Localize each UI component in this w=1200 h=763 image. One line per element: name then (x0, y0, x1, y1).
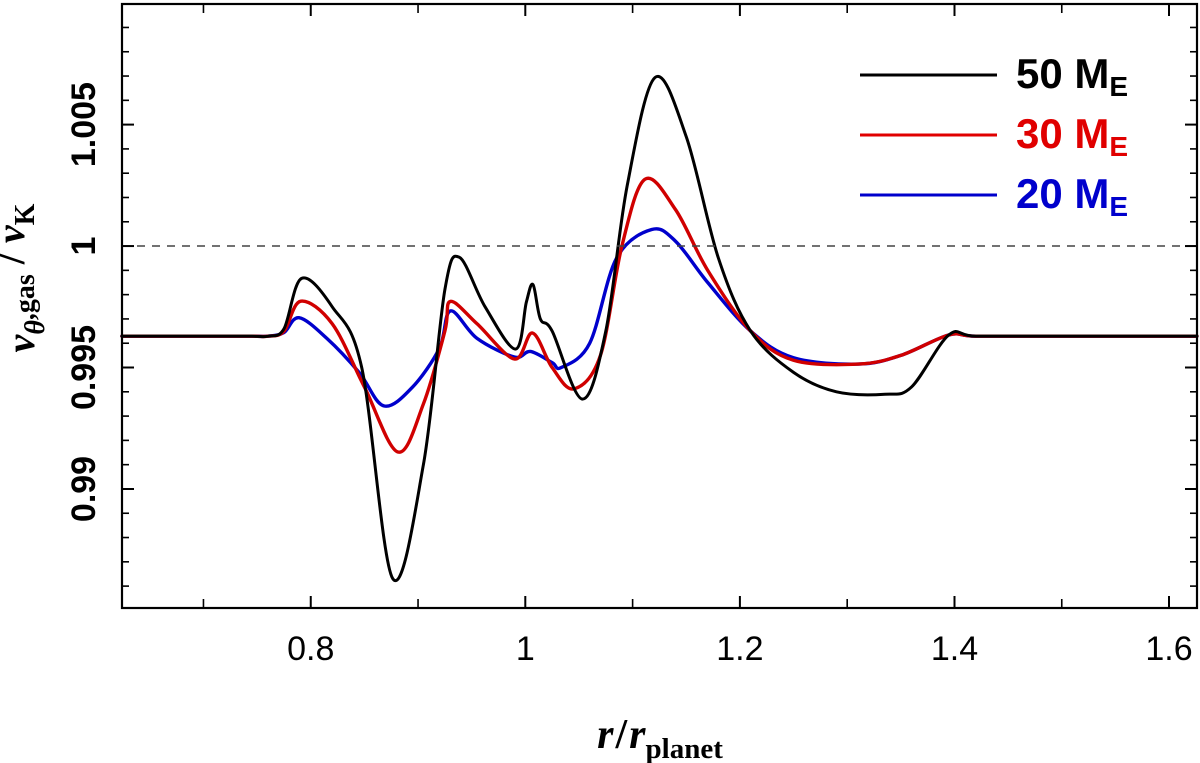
svg-text:30 ME: 30 ME (1016, 110, 1128, 162)
svg-text:0.99: 0.99 (65, 456, 103, 522)
svg-text:0.8: 0.8 (287, 630, 334, 668)
svg-text:1: 1 (516, 630, 535, 668)
svg-text:1: 1 (65, 237, 103, 256)
svg-text:20 ME: 20 ME (1016, 170, 1128, 222)
svg-text:1.2: 1.2 (716, 630, 763, 668)
svg-text:0.995: 0.995 (65, 325, 103, 410)
svg-text:1.4: 1.4 (931, 630, 978, 668)
svg-text:1.6: 1.6 (1145, 630, 1192, 668)
svg-text:50 ME: 50 ME (1016, 50, 1128, 102)
svg-text:1.005: 1.005 (65, 82, 103, 167)
svg-text:r/rplanet: r/rplanet (597, 712, 723, 763)
svg-text:vθ,gas / vK: vθ,gas / vK (0, 203, 51, 352)
